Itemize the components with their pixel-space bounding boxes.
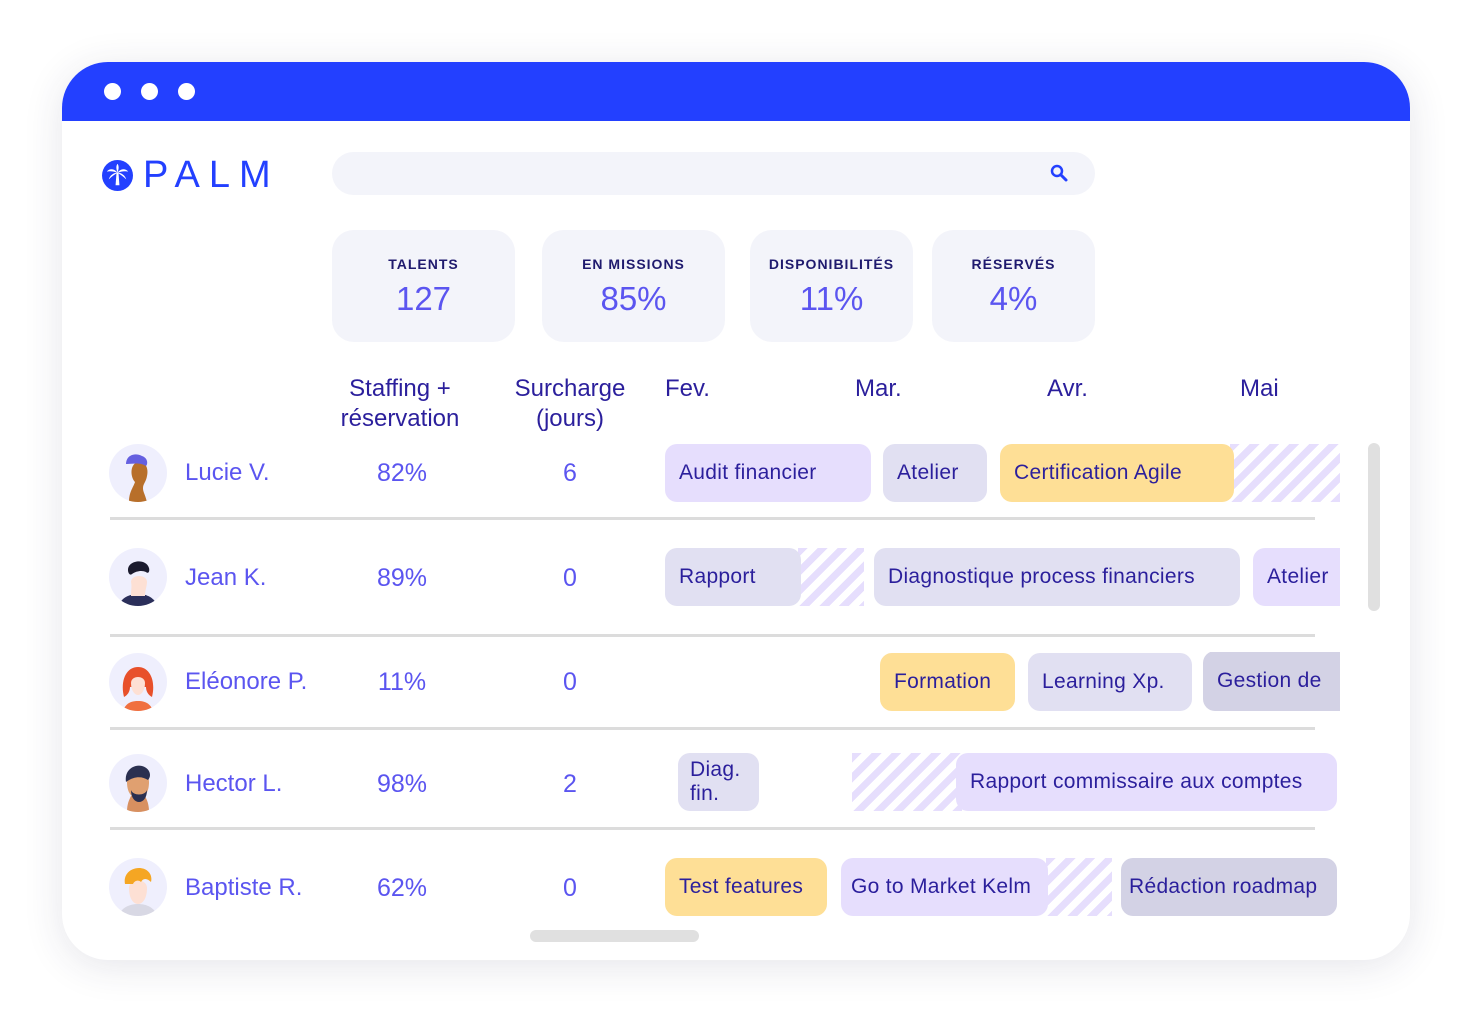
task-label: fin.: [690, 782, 720, 805]
surcharge-value: 6: [563, 459, 577, 487]
talent-name[interactable]: Baptiste R.: [185, 874, 303, 901]
table-row[interactable]: Lucie V. 82% 6 Audit financier Atelier C…: [62, 443, 1410, 503]
stat-label: EN MISSIONS: [582, 256, 685, 272]
reservation-hatch: [1046, 858, 1112, 916]
stat-disponibilites: DISPONIBILITÉS 11%: [750, 230, 913, 342]
task-label: Diag.: [690, 758, 741, 781]
task-bar[interactable]: Certification Agile: [1000, 444, 1234, 502]
staffing-value: 62%: [376, 874, 428, 902]
talent-name[interactable]: Hector L.: [185, 770, 283, 797]
stat-reserves: RÉSERVÉS 4%: [932, 230, 1095, 342]
month-fev: Fev.: [665, 375, 710, 402]
app-name: PALM: [143, 154, 280, 196]
avatar: [109, 444, 167, 502]
avatar: [109, 858, 167, 916]
month-mar: Mar.: [855, 375, 902, 402]
header-line: Surcharge: [514, 375, 626, 402]
surcharge-value: 0: [563, 874, 577, 902]
table-row[interactable]: Baptiste R. 62% 0 Test features Go to Ma…: [62, 858, 1410, 918]
column-header-surcharge[interactable]: Surcharge (jours): [500, 374, 640, 434]
avatar: [109, 754, 167, 812]
task-bar[interactable]: Test features: [665, 858, 827, 916]
stat-label: TALENTS: [388, 256, 459, 272]
task-bar[interactable]: Go to Market Kelm: [841, 858, 1048, 916]
staffing-value: 11%: [377, 668, 427, 696]
title-bar: [62, 62, 1410, 121]
stat-label: DISPONIBILITÉS: [768, 256, 895, 272]
stat-talents: TALENTS 127: [332, 230, 515, 342]
task-bar[interactable]: Learning Xp.: [1028, 653, 1192, 711]
header-line: (jours): [535, 405, 604, 432]
avatar: [109, 653, 167, 711]
reservation-hatch: [1230, 444, 1340, 502]
staffing-value: 98%: [376, 770, 428, 798]
stat-value: 4%: [989, 280, 1038, 317]
palm-tree-icon: [102, 160, 133, 191]
column-header-staffing[interactable]: Staffing + réservation: [320, 374, 480, 434]
surcharge-value: 0: [563, 668, 577, 696]
row-divider: [110, 634, 1315, 637]
window-dot[interactable]: [104, 83, 121, 100]
task-bar[interactable]: Atelier: [883, 444, 987, 502]
staffing-value: 82%: [376, 459, 428, 487]
table-row[interactable]: Hector L. 98% 2 Diag. fin. Rapport commi…: [62, 752, 1410, 812]
search-icon[interactable]: [1049, 163, 1069, 183]
task-bar[interactable]: Atelier: [1253, 548, 1340, 606]
search-input[interactable]: [332, 152, 1095, 195]
stat-value: 85%: [600, 280, 667, 317]
row-divider: [110, 727, 1315, 730]
stat-value: 11%: [799, 280, 864, 317]
reservation-hatch: [798, 548, 864, 606]
row-divider: [110, 827, 1315, 830]
task-bar[interactable]: Audit financier: [665, 444, 871, 502]
surcharge-value: 2: [563, 770, 577, 798]
logo: PALM: [102, 154, 280, 197]
task-bar[interactable]: Rédaction roadmap: [1121, 858, 1337, 916]
horizontal-scrollbar[interactable]: [530, 930, 699, 942]
reservation-hatch: [852, 753, 962, 811]
task-bar[interactable]: Diag. fin.: [678, 753, 759, 811]
task-bar[interactable]: Diagnostique process financiers: [874, 548, 1240, 606]
task-bar[interactable]: Rapport commissaire aux comptes: [956, 753, 1337, 811]
talent-name[interactable]: Eléonore P.: [185, 668, 308, 695]
stat-label: RÉSERVÉS: [971, 256, 1056, 272]
talent-name[interactable]: Lucie V.: [185, 459, 270, 486]
task-bar[interactable]: Gestion de: [1203, 652, 1340, 711]
window-dot[interactable]: [141, 83, 158, 100]
task-bar[interactable]: Rapport: [665, 548, 801, 606]
task-bar[interactable]: Formation: [880, 653, 1015, 711]
avatar: [109, 548, 167, 606]
header-line: réservation: [340, 405, 460, 432]
window-dot[interactable]: [178, 83, 195, 100]
table-row[interactable]: Jean K. 89% 0 Rapport Diagnostique proce…: [62, 548, 1410, 608]
stat-en-missions: EN MISSIONS 85%: [542, 230, 725, 342]
surcharge-value: 0: [563, 564, 577, 592]
stat-value: 127: [395, 280, 452, 317]
vertical-scrollbar[interactable]: [1368, 443, 1380, 611]
table-row[interactable]: Eléonore P. 11% 0 Formation Learning Xp.…: [62, 652, 1410, 712]
month-avr: Avr.: [1047, 375, 1088, 402]
header-line: Staffing +: [349, 375, 451, 402]
staffing-value: 89%: [376, 564, 428, 592]
talent-name[interactable]: Jean K.: [185, 564, 267, 591]
month-mai: Mai: [1240, 375, 1279, 402]
app-window: PALM TALENTS 127 EN MISSIONS 85% DISPONI…: [62, 62, 1410, 960]
row-divider: [110, 517, 1315, 520]
